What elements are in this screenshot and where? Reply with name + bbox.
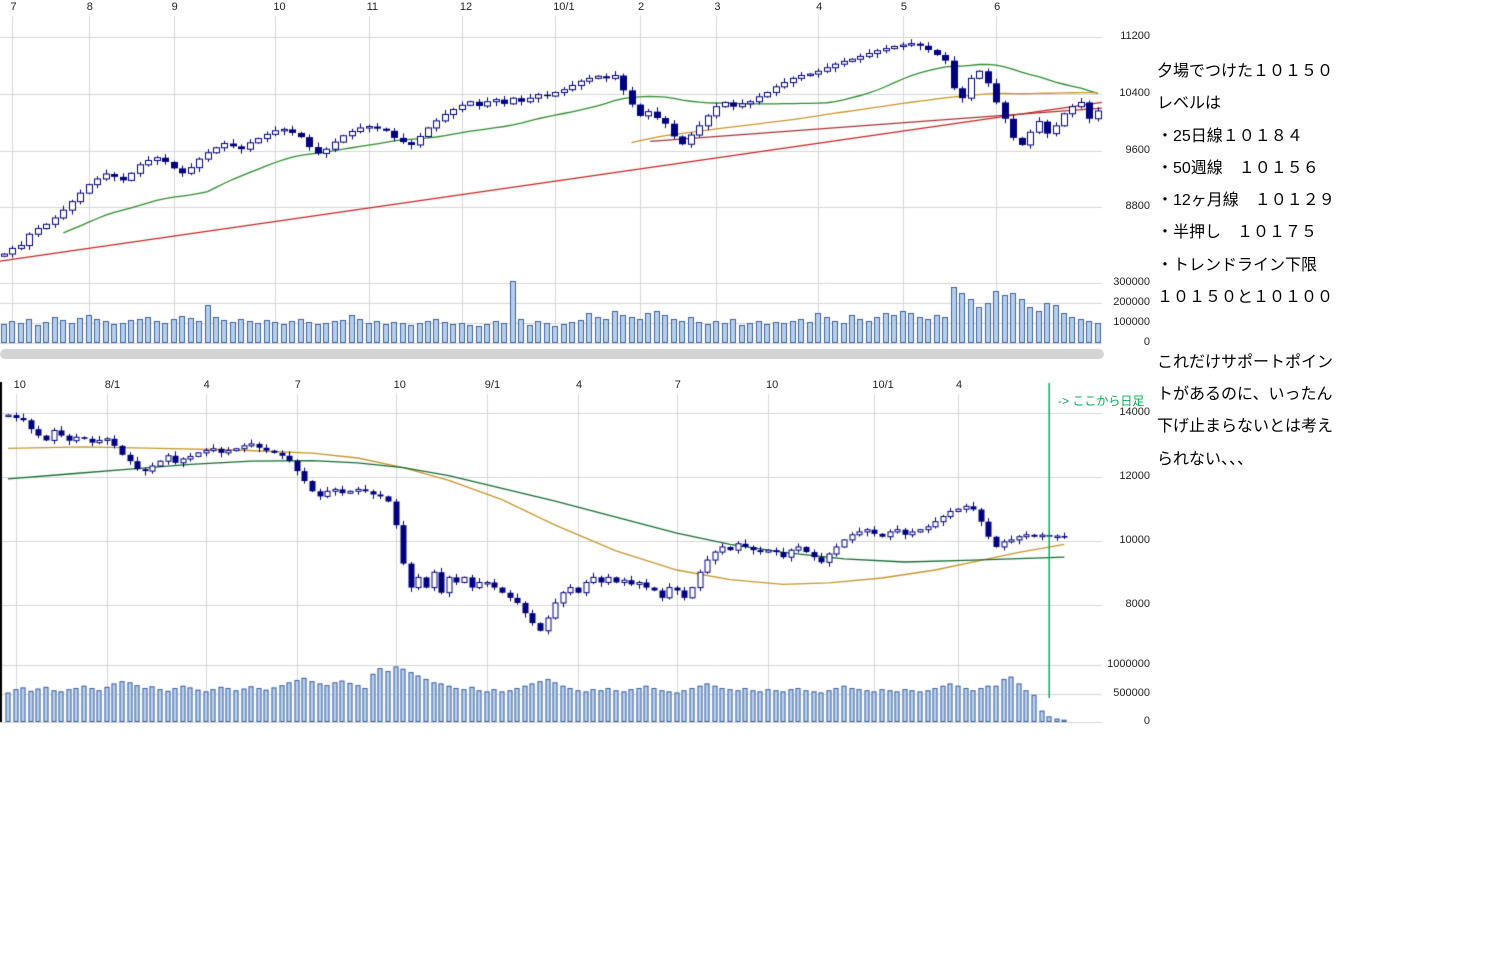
- volume-tick-label: 500000: [1113, 686, 1150, 699]
- commentary-line: これだけサポートポイン: [1157, 353, 1334, 371]
- x-tick-label: 10: [393, 379, 406, 391]
- x-tick-label: 4: [956, 379, 963, 391]
- y-tick-label: 8800: [1125, 200, 1150, 213]
- x-tick-label: 6: [994, 1, 1001, 13]
- y-tick-label: 8000: [1125, 598, 1150, 611]
- y-tick-label: 14000: [1119, 406, 1150, 419]
- commentary-line: ・50週線 １０１５６: [1157, 159, 1319, 177]
- y-tick-label: 9600: [1125, 143, 1150, 156]
- x-tick-label: 10: [273, 1, 286, 13]
- commentary-line: られない、、、: [1157, 450, 1254, 468]
- volume-tick-label: 1000000: [1107, 658, 1150, 671]
- x-tick-label: 9/1: [484, 379, 501, 391]
- commentary-line: 下げ止まらないとは考え: [1157, 418, 1334, 436]
- x-tick-label: 10: [766, 379, 779, 391]
- daily-start-annotation: -> ここから日足: [1058, 394, 1145, 408]
- weekly-chart-canvas: [0, 378, 1105, 730]
- volume-tick-label: 100000: [1113, 316, 1150, 328]
- commentary-line: ・25日線１０１８４: [1157, 127, 1303, 145]
- commentary-line: ・12ヶ月線 １０１２９: [1157, 192, 1335, 210]
- x-tick-label: 8/1: [104, 379, 121, 391]
- y-tick-label: 12000: [1119, 470, 1150, 483]
- horizontal-scrollbar[interactable]: [0, 349, 1104, 359]
- x-tick-label: 12: [459, 1, 473, 13]
- volume-tick-label: 0: [1143, 715, 1150, 727]
- x-tick-label: 10/1: [553, 1, 575, 13]
- x-tick-label: 10: [13, 379, 26, 391]
- y-tick-label: 11200: [1120, 30, 1150, 43]
- x-tick-label: 2: [638, 1, 645, 13]
- x-tick-label: 3: [714, 1, 721, 13]
- x-tick-label: 11: [366, 1, 379, 13]
- x-tick-label: 10/1: [872, 379, 894, 391]
- y-tick-label: 10400: [1119, 86, 1150, 99]
- x-tick-label: 7: [294, 379, 301, 391]
- daily-chart-canvas: [0, 0, 1105, 348]
- x-tick-label: 4: [816, 1, 823, 13]
- commentary-line: レベルは: [1157, 95, 1222, 113]
- x-tick-label: 9: [171, 1, 178, 13]
- commentary-line: １０１５０と１０１００: [1157, 289, 1334, 307]
- commentary-panel: 夕場でつけた１０１５０ レベルは・25日線１０１８４ ・50週線 １０１５６ ・12ヶ…: [1157, 56, 1487, 476]
- volume-tick-label: 0: [1143, 336, 1150, 348]
- commentary-line: ・半押し １０１７５: [1157, 224, 1318, 242]
- volume-tick-label: 200000: [1113, 296, 1150, 308]
- commentary-line: トがあるのに、いったん: [1157, 385, 1333, 403]
- x-tick-label: 4: [576, 379, 583, 391]
- commentary-line: ・トレンドライン下限: [1157, 256, 1318, 274]
- commentary-line: [1157, 314, 1487, 346]
- x-tick-label: 7: [10, 1, 17, 13]
- x-tick-label: 5: [900, 1, 907, 13]
- y-tick-label: 10000: [1119, 534, 1150, 547]
- x-tick-label: 7: [674, 379, 681, 391]
- x-tick-label: 8: [86, 1, 93, 13]
- commentary-line: 夕場でつけた１０１５０: [1157, 63, 1334, 80]
- x-tick-label: 4: [203, 379, 210, 391]
- volume-tick-label: 300000: [1113, 276, 1150, 288]
